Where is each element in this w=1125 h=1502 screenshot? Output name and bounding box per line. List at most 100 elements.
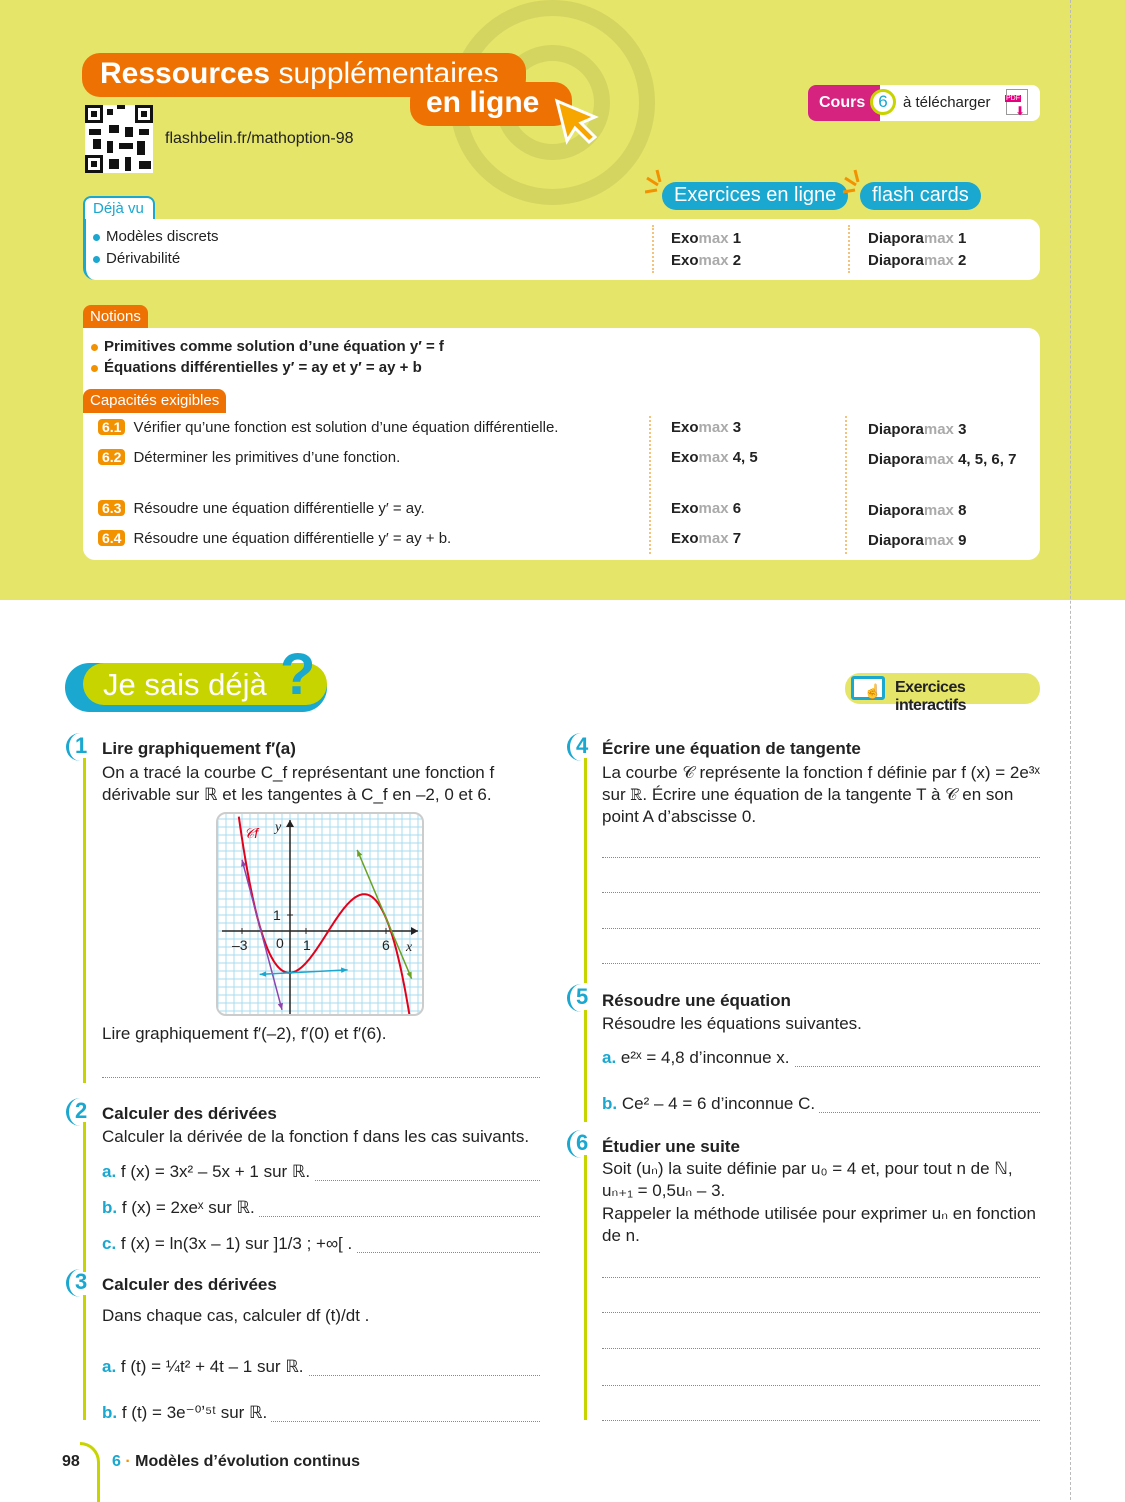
- capacite-row: 6.4 Résoudre une équation différentielle …: [98, 530, 638, 547]
- notions-box: Primitives comme solution d’une équation…: [83, 328, 1040, 560]
- exercise-body: On a tracé la courbe C_f représentant un…: [102, 763, 495, 804]
- deja-vu-tab: Déjà vu: [83, 196, 155, 222]
- diaporamax-link[interactable]: Diaporamax 4, 5, 6, 7: [868, 451, 1017, 468]
- capacites-tab: Capacités exigibles: [83, 389, 227, 413]
- answer-line[interactable]: [602, 1277, 1040, 1278]
- exercise-title: Lire graphiquement f′(a): [102, 739, 296, 758]
- exercices-interactifs-button[interactable]: ☝ Exercices interactifs: [845, 673, 1040, 714]
- sparkle-icon: [645, 169, 662, 194]
- capacite-code: 6.4: [98, 530, 126, 546]
- resource-url[interactable]: flashbelin.fr/mathoption-98: [165, 130, 354, 147]
- exercise-body: La courbe 𝒞 représente la fonction f déf…: [602, 763, 1041, 826]
- chapter-title: 6 · Modèles d’évolution continus: [112, 1453, 361, 1470]
- exercise-body: Soit (uₙ) la suite définie par u₀ = 4 et…: [602, 1159, 1013, 1200]
- answer-line[interactable]: [602, 1066, 1040, 1067]
- exercise-item: a. f (x) = 3x² – 5x + 1 sur ℝ.: [102, 1161, 315, 1183]
- exercise-body: Résoudre les équations suivantes.: [602, 1014, 862, 1033]
- x-axis-arrow: [411, 927, 418, 935]
- qr-code[interactable]: [85, 105, 153, 173]
- y-axis-label: y: [273, 820, 282, 835]
- capacite-row: 6.3 Résoudre une équation différentielle …: [98, 500, 638, 517]
- tick-label-x1: 1: [303, 937, 311, 953]
- exomax-link[interactable]: Exomax 7: [671, 530, 742, 547]
- touch-screen-icon: ☝: [851, 676, 885, 700]
- answer-line[interactable]: [602, 857, 1040, 858]
- exercise-number: 2: [66, 1098, 90, 1126]
- capacite-row: 6.1 Vérifier qu’une fonction est solution…: [98, 419, 638, 436]
- diaporamax-link[interactable]: Diaporamax 9: [868, 532, 967, 549]
- tangent-at-6: [356, 849, 413, 979]
- exercise-body: Rappeler la méthode utilisée pour exprim…: [602, 1204, 1036, 1245]
- exercise-body: Calculer la dérivée de la fonction f dan…: [102, 1127, 530, 1146]
- deja-vu-box: Modèles discrets Dérivabilité Exomax 1 E…: [83, 219, 1040, 280]
- tick-label-y1: 1: [273, 907, 281, 923]
- question-mark-icon: ?: [280, 642, 316, 707]
- footer-decoration: [80, 1442, 100, 1502]
- exercise-title: Étudier une suite: [602, 1137, 740, 1156]
- exercise-title: Calculer des dérivées: [102, 1104, 277, 1123]
- tangent-at-0-arrowhead: [259, 971, 267, 977]
- tangent-at-0-arrowhead: [341, 967, 348, 973]
- answer-line[interactable]: [102, 1216, 540, 1217]
- tangent-at-minus-2-arrowhead: [241, 859, 247, 867]
- exercise-body: Dans chaque cas, calculer df (t)/dt .: [102, 1306, 370, 1325]
- answer-line[interactable]: [102, 1180, 540, 1181]
- exomax-link[interactable]: Exomax 6: [671, 500, 742, 517]
- exercise-title: Écrire une équation de tangente: [602, 739, 861, 758]
- cours-download-button[interactable]: Cours 6 à télécharger PDF ⬇: [808, 85, 1040, 121]
- answer-line[interactable]: [602, 1348, 1040, 1349]
- tick-label-x-neg3: –3: [232, 937, 248, 953]
- capacite-code: 6.2: [98, 449, 126, 465]
- notions-tab: Notions: [83, 305, 148, 329]
- exercise-number: 5: [567, 984, 591, 1012]
- page-number: 98: [62, 1453, 80, 1470]
- exercise-item: b. f (x) = 2xeˣ sur ℝ.: [102, 1197, 259, 1219]
- diaporamax-links[interactable]: Diaporamax 1 Diaporamax 2: [868, 230, 967, 269]
- tangent-at-minus-2: [241, 859, 283, 1010]
- tangent-at-6-arrowhead: [406, 971, 412, 979]
- flash-cards-tag[interactable]: flash cards: [860, 182, 981, 210]
- exomax-links[interactable]: Exomax 1 Exomax 2: [671, 230, 742, 269]
- answer-line[interactable]: [602, 1420, 1040, 1421]
- capacite-code: 6.1: [98, 419, 126, 435]
- answer-line[interactable]: [602, 1312, 1040, 1313]
- function-graph: –3 0 1 6 1 x y 𝒞f: [216, 812, 424, 1016]
- answer-line[interactable]: [602, 963, 1040, 964]
- exercise-number: 3: [66, 1269, 90, 1297]
- curve-label: 𝒞f: [244, 825, 260, 841]
- exercise-item: b. Ce² – 4 = 6 d’inconnue C.: [602, 1093, 820, 1115]
- notion-item: Équations différentielles y′ = ay et y′ …: [91, 359, 422, 376]
- tick-label-x6: 6: [382, 937, 390, 953]
- exomax-link[interactable]: Exomax 4, 5: [671, 449, 758, 466]
- deja-vu-item: Modèles discrets: [93, 228, 219, 245]
- exercise-item: a. f (t) = ¼t² + 4t – 1 sur ℝ.: [102, 1356, 308, 1378]
- tangent-at-6-arrowhead: [357, 849, 363, 857]
- answer-line[interactable]: [602, 892, 1040, 893]
- answer-line[interactable]: [102, 1375, 540, 1376]
- download-text: à télécharger: [903, 94, 991, 111]
- exercise-number: 6: [567, 1130, 591, 1158]
- x-axis-label: x: [405, 940, 413, 955]
- answer-line[interactable]: [602, 1385, 1040, 1386]
- diaporamax-link[interactable]: Diaporamax 8: [868, 502, 967, 519]
- exercise-number: 1: [66, 733, 90, 761]
- answer-line[interactable]: [602, 1112, 1040, 1113]
- diaporamax-link[interactable]: Diaporamax 3: [868, 421, 967, 438]
- y-axis-arrow: [286, 820, 294, 827]
- pdf-download-icon: PDF ⬇: [1005, 89, 1028, 118]
- exercices-en-ligne-tag[interactable]: Exercices en ligne: [662, 182, 849, 210]
- answer-line[interactable]: [102, 1077, 540, 1078]
- exomax-link[interactable]: Exomax 3: [671, 419, 742, 436]
- exercise-number: 4: [567, 733, 591, 761]
- deja-vu-item: Dérivabilité: [93, 250, 180, 267]
- tangent-at-minus-2-arrowhead: [277, 1002, 283, 1010]
- exercise-title: Calculer des dérivées: [102, 1275, 277, 1294]
- exercise-item: b. f (t) = 3e⁻⁰ʼ⁵ᵗ sur ℝ.: [102, 1402, 272, 1424]
- capacite-code: 6.3: [98, 500, 126, 516]
- answer-line[interactable]: [102, 1421, 540, 1422]
- exercise-question: Lire graphiquement f′(–2), f′(0) et f′(6…: [102, 1024, 387, 1043]
- exercise-item: c. f (x) = ln(3x – 1) sur ]1/3 ; +∞[ .: [102, 1233, 357, 1255]
- sparkle-icon: [843, 169, 860, 194]
- answer-line[interactable]: [602, 928, 1040, 929]
- resources-title-line2: en ligne: [410, 82, 572, 126]
